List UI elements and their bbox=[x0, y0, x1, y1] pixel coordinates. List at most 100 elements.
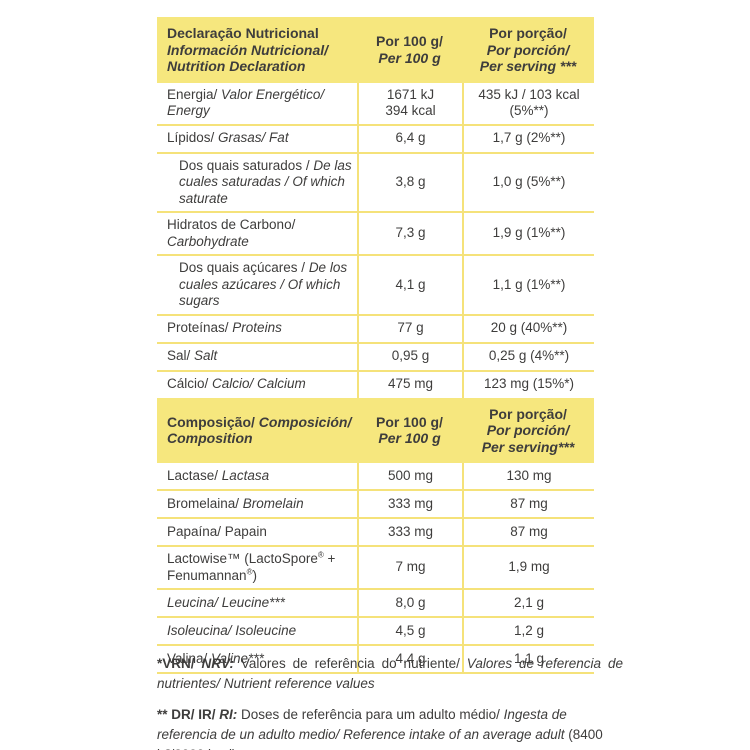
nutrition-declaration-body: Energia/ Valor Energético/ Energy 1671 k… bbox=[157, 82, 594, 398]
name-part: + bbox=[323, 551, 336, 566]
per-100g-pt: Por 100 g/ bbox=[376, 33, 443, 50]
nutrient-name-cell: Lípidos/ Grasas/ Fat bbox=[157, 126, 357, 152]
name-pt: Dos quais saturados / bbox=[179, 157, 314, 173]
ingredient-name-cell: Leucina/ Leucine*** bbox=[157, 590, 357, 616]
per-100g-value-cell: 77 g bbox=[357, 315, 462, 342]
name-translation: Salt bbox=[190, 348, 218, 364]
per-100g-value-cell: 475 mg bbox=[357, 371, 462, 398]
registered-mark: ® bbox=[317, 550, 324, 560]
nutrient-name-cell: Dos quais açúcares / De los cuales azúca… bbox=[157, 256, 357, 314]
per-100g-value-cell: 3,8 g bbox=[357, 153, 462, 211]
name-pt: Sal/ bbox=[167, 348, 191, 364]
per-serving-value-cell: 1,7 g (2%**) bbox=[462, 125, 594, 152]
footnote-dr-abbr-pt: ** DR/ IR/ bbox=[157, 707, 216, 722]
per-serving-value-cell: 1,1 g (1%**) bbox=[462, 256, 594, 314]
per-serving-value-cell: 87 mg bbox=[462, 519, 594, 545]
nutrient-name-cell: Cálcio/ Calcio/ Calcium bbox=[157, 372, 357, 398]
per-serving-value-cell: 1,9 g (1%**) bbox=[462, 213, 594, 254]
header-title-es: Información Nutricional/ bbox=[167, 41, 329, 58]
composition-body: Lactase/ Lactasa 500 mg 130 mg Bromelain… bbox=[157, 463, 594, 674]
per-serving-value-cell: 130 mg bbox=[462, 463, 594, 489]
footnote-vrn-text-translation: Valores de referencia de nutrientes/ Nut… bbox=[157, 656, 623, 691]
table-row-proteinas: Proteínas/ Proteins 77 g 20 g (40%**) bbox=[157, 313, 594, 342]
name-translation: Calcio/ Calcium bbox=[208, 376, 306, 392]
nutrition-table: Declaração Nutricional Información Nutri… bbox=[157, 17, 594, 674]
per-100g-value-cell: 333 mg bbox=[357, 491, 462, 517]
table-row-saturados: Dos quais saturados / De las cuales satu… bbox=[157, 151, 594, 212]
footnote-vrn-abbr-en: NRV: bbox=[194, 656, 234, 671]
footnote-dr-text-translation: Ingesta de referencia de un adulto medio… bbox=[157, 707, 567, 742]
per-100g-value-cell: 6,4 g bbox=[357, 125, 462, 152]
table-row-hidratos: Hidratos de Carbono/Carbohydrate 7,3 g 1… bbox=[157, 211, 594, 254]
name-part: Fenumannan bbox=[167, 567, 247, 583]
footnote-dr-kj-value: (8400 kJ/2000 kcal). bbox=[157, 727, 603, 750]
table-row-valina: Valina/ Valine*** 4,4 g 1,1 g bbox=[157, 644, 594, 672]
per-serving-value-cell: 435 kJ / 103 kcal (5%**) bbox=[462, 82, 594, 124]
name-italic: Isoleucina/ Isoleucine bbox=[167, 622, 297, 638]
per-serving-value-cell: 0,25 g (4%**) bbox=[462, 343, 594, 370]
name-en: Carbohydrate bbox=[167, 233, 249, 249]
per-100g-value-cell: 1671 kJ 394 kcal bbox=[357, 82, 462, 124]
table-row-isoleucina: Isoleucina/ Isoleucine 4,5 g 1,2 g bbox=[157, 616, 594, 644]
name-pt: Proteínas/ bbox=[167, 320, 229, 336]
serving-kj-kcal: 435 kJ / 103 kcal bbox=[478, 86, 580, 102]
per-serving-value-cell: 20 g (40%**) bbox=[462, 315, 594, 342]
per-serving-es: Por porción/ bbox=[486, 41, 570, 58]
header-per-serving-cell: Por porção/ Por porción/ Per serving *** bbox=[462, 17, 594, 83]
name-translation: Bromelain bbox=[239, 495, 304, 511]
per-serving-en: Per serving *** bbox=[479, 58, 577, 74]
value-kj: 1671 kJ bbox=[386, 86, 435, 102]
header-title-cell: Declaração Nutricional Información Nutri… bbox=[157, 17, 357, 83]
name-pt: Lactase/ bbox=[167, 467, 219, 483]
name-part: Lactowise™ (LactoSpore bbox=[167, 551, 318, 566]
per-100g-value-cell: 500 mg bbox=[357, 463, 462, 489]
ingredient-name-cell: Isoleucina/ Isoleucine bbox=[157, 618, 357, 644]
per-100g-value-cell: 4,1 g bbox=[357, 256, 462, 314]
name-pt: Valina/ bbox=[167, 650, 208, 666]
name-italic: Leucina/ Leucine*** bbox=[167, 594, 285, 610]
ingredient-name-cell: Valina/ Valine*** bbox=[157, 646, 357, 672]
footnotes: *VRN/ NRV: Valores de referência do nutr… bbox=[157, 654, 623, 750]
per-100g-value-cell: 8,0 g bbox=[357, 590, 462, 616]
table-row-acucares: Dos quais açúcares / De los cuales azúca… bbox=[157, 254, 594, 314]
registered-mark: ® bbox=[246, 567, 253, 576]
per-100g-value-cell: 7 mg bbox=[357, 547, 462, 588]
header-title-pt: Composição/ bbox=[167, 413, 259, 430]
header-per-100g-cell: Por 100 g/ Per 100 g bbox=[357, 398, 462, 464]
per-serving-value-cell: 1,0 g (5%**) bbox=[462, 153, 594, 211]
name-translation: Grasas/ Fat bbox=[214, 130, 289, 146]
ingredient-name-cell: Lactowise™ (LactoSpore® + Fenumannan®) bbox=[157, 547, 357, 588]
footnote-vrn: *VRN/ NRV: Valores de referência do nutr… bbox=[157, 654, 623, 694]
nutrient-name-cell: Sal/ Salt bbox=[157, 344, 357, 370]
per-serving-value-cell: 87 mg bbox=[462, 491, 594, 517]
header-per-serving-cell: Por porção/ Por porción/ Per serving*** bbox=[462, 398, 594, 464]
per-100g-value-cell: 4,4 g bbox=[357, 646, 462, 672]
name-en: Energy bbox=[167, 103, 210, 118]
per-serving-pt: Por porção/ bbox=[489, 405, 567, 422]
per-100g-pt: Por 100 g/ bbox=[376, 413, 443, 430]
per-serving-value-cell: 2,1 g bbox=[462, 590, 594, 616]
header-title-en: Composition bbox=[167, 430, 253, 447]
table-row-calcio: Cálcio/ Calcio/ Calcium 475 mg 123 mg (1… bbox=[157, 369, 594, 398]
name-translation: Valor Energético/ bbox=[217, 86, 325, 102]
name-pt: Hidratos de Carbono/ bbox=[167, 217, 296, 232]
nutrient-name-cell: Dos quais saturados / De las cuales satu… bbox=[157, 154, 357, 212]
composition-header: Composição/ Composición/ Composition Por… bbox=[157, 397, 594, 464]
ingredient-name-cell: Bromelaina/ Bromelain bbox=[157, 491, 357, 517]
serving-percent: (5%**) bbox=[509, 103, 549, 118]
per-serving-value-cell: 1,9 mg bbox=[462, 547, 594, 588]
name-pt: Dos quais açúcares / bbox=[179, 260, 309, 275]
table-row-lipidos: Lípidos/ Grasas/ Fat 6,4 g 1,7 g (2%**) bbox=[157, 123, 594, 152]
per-serving-value-cell: 1,2 g bbox=[462, 618, 594, 644]
table-row-sal: Sal/ Salt 0,95 g 0,25 g (4%**) bbox=[157, 341, 594, 370]
name-pt: Papaína/ Papain bbox=[167, 523, 267, 539]
table-row-leucina: Leucina/ Leucine*** 8,0 g 2,1 g bbox=[157, 588, 594, 616]
per-100g-en: Per 100 g bbox=[378, 430, 441, 447]
per-100g-value-cell: 4,5 g bbox=[357, 618, 462, 644]
name-pt: Energia/ bbox=[167, 86, 218, 102]
name-translation: De las cuales saturadas / Of which satur… bbox=[179, 157, 352, 206]
name-pt: Cálcio/ bbox=[167, 376, 209, 392]
header-per-100g-cell: Por 100 g/ Per 100 g bbox=[357, 17, 462, 83]
footnote-vrn-text-pt: Valores de referência do nutriente/ bbox=[233, 656, 460, 671]
header-title-cell: Composição/ Composición/ Composition bbox=[157, 398, 357, 464]
